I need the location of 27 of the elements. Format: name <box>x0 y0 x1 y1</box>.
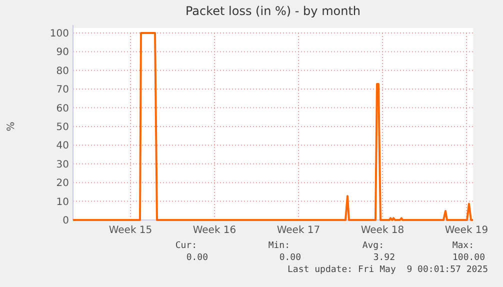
text: Last update: Fri May 9 00:01:57 2025 <box>288 265 488 275</box>
text: Avg: <box>362 241 384 251</box>
y-tick-label: 0 <box>62 216 69 226</box>
x-tick-label: Week 15 <box>108 225 152 236</box>
y-axis-title: % <box>6 122 17 132</box>
text: Max: <box>452 241 474 251</box>
y-tick-label: 40 <box>56 140 69 152</box>
y-tick-label: 90 <box>56 47 69 58</box>
y-tick-label: 80 <box>56 66 69 77</box>
text: 0.00 <box>186 253 208 263</box>
y-tick-label: 60 <box>56 103 69 114</box>
text: Cur: <box>175 241 197 251</box>
y-tick-label: 70 <box>56 84 69 96</box>
x-tick-label: Week 16 <box>192 225 236 236</box>
text: 0.00 <box>279 253 301 263</box>
chart-title: Packet loss (in %) - by month <box>185 4 361 18</box>
x-tick-label: Week 18 <box>360 225 404 236</box>
y-tick-label: 50 <box>56 122 69 133</box>
x-tick-label: Week 19 <box>444 225 488 236</box>
text: 100.00 <box>452 253 485 263</box>
y-tick-label: 30 <box>56 159 69 170</box>
x-tick-label: Week 17 <box>276 225 320 236</box>
text: Min: <box>268 241 290 251</box>
y-tick-label: 10 <box>56 196 69 208</box>
y-tick-label: 20 <box>56 178 69 190</box>
text: 3.92 <box>373 253 395 263</box>
y-tick-label: 100 <box>50 28 69 40</box>
